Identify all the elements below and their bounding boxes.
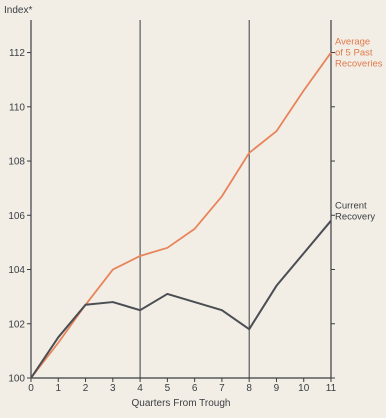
- series-line-average-past-recoveries: [30, 52, 332, 379]
- x-tick-label: 1: [55, 383, 61, 394]
- y-tick-label: 110: [9, 102, 25, 113]
- x-tick-label: 10: [298, 383, 310, 394]
- x-tick-label: 4: [137, 383, 143, 394]
- y-tick-label: 102: [8, 319, 25, 330]
- series-label-current-recovery: Current: [335, 201, 367, 212]
- x-tick-label: 9: [274, 383, 280, 394]
- series-label-current-recovery: Recovery: [335, 212, 375, 223]
- x-tick-label: 2: [83, 383, 89, 394]
- x-tick-label: 5: [165, 383, 171, 394]
- series-label-average-past-recoveries: Average: [335, 37, 370, 48]
- x-axis-label: Quarters From Trough: [132, 398, 231, 409]
- x-tick-label: 3: [110, 383, 116, 394]
- series-label-average-past-recoveries: of 5 Past: [335, 48, 373, 59]
- x-tick-label: 11: [326, 383, 337, 394]
- y-tick-label: 104: [8, 265, 25, 276]
- x-tick-label: 0: [28, 383, 34, 394]
- y-tick-label: 112: [9, 48, 25, 59]
- y-tick-label: 106: [8, 211, 25, 222]
- x-tick-label: 8: [246, 383, 252, 394]
- series-line-current-recovery: [30, 220, 332, 379]
- y-axis-label: Index*: [4, 5, 32, 16]
- series-label-average-past-recoveries: Recoveries: [335, 59, 383, 70]
- y-tick-label: 100: [8, 374, 25, 385]
- x-tick-label: 6: [192, 383, 198, 394]
- y-tick-label: 108: [8, 157, 25, 168]
- x-tick-label: 7: [219, 383, 225, 394]
